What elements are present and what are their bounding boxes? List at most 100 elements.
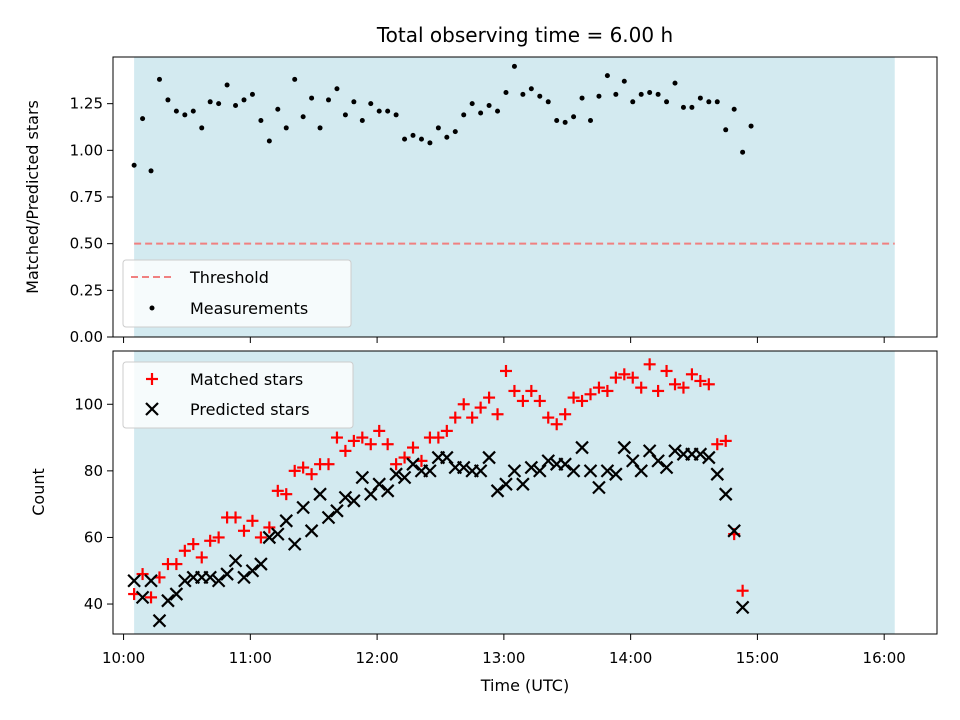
measurement-point [748, 123, 754, 129]
matched-star-point [474, 401, 487, 414]
matched-star-point [237, 524, 250, 537]
measurement-point [427, 140, 433, 146]
bottom-y-axis-label: Count [29, 468, 48, 516]
predicted-star-point [347, 494, 361, 508]
predicted-star-point [482, 450, 496, 465]
measurement-point [664, 99, 670, 105]
matched-star-point [719, 434, 732, 447]
measurement-point [630, 99, 636, 105]
predicted-star-point [271, 527, 285, 541]
measurement-point [326, 97, 332, 103]
matched-star-point [288, 464, 301, 477]
measurement-point [309, 95, 315, 101]
measurement-point [672, 80, 678, 86]
predicted-star-point [397, 470, 412, 485]
x-tick-label: 14:00 [609, 649, 652, 667]
matched-star-point [271, 484, 284, 497]
measurement-point [131, 162, 137, 168]
predicted-star-point [287, 537, 302, 551]
measurement-point [275, 106, 281, 112]
matched-star-point [466, 411, 479, 424]
measurement-point [156, 76, 162, 82]
matched-star-point [145, 591, 158, 604]
measurement-point [258, 117, 264, 123]
matched-star-point [229, 511, 242, 524]
predicted-star-point [203, 570, 217, 585]
measurement-point [731, 106, 737, 112]
matched-star-point [187, 538, 200, 551]
matched-star-point [356, 431, 369, 444]
matched-star-point [322, 458, 335, 471]
threshold-legend-label: Threshold [189, 268, 269, 287]
predicted-stars-series [127, 440, 750, 628]
measurement-point [452, 129, 458, 135]
measurement-point [376, 108, 382, 114]
predicted-star-point [355, 470, 370, 485]
predicted-star-point [279, 514, 294, 528]
bottom-legend-box [122, 361, 354, 429]
bottom-axes-frame [112, 350, 938, 635]
measurement-point [241, 97, 247, 103]
bottom-y-tick-label: 80 [84, 462, 103, 480]
top-y-ticks: 0.00 0.25 0.50 0.75 1.00 1.25 [70, 95, 113, 346]
measurement-point [190, 108, 196, 114]
matched-star-point [618, 368, 631, 381]
predicted-star-point [634, 464, 648, 478]
predicted-star-point [254, 557, 268, 571]
measurement-point [714, 99, 720, 105]
predicted-star-point [380, 484, 395, 498]
predicted-star-point [668, 444, 682, 458]
matched-star-point [516, 394, 529, 407]
matched-star-point [390, 458, 403, 471]
matched-stars-series [128, 358, 749, 604]
predicted-legend-label: Predicted stars [190, 400, 310, 419]
predicted-star-point [558, 457, 572, 471]
measurement-point [266, 138, 272, 144]
top-y-tick-label: 0.75 [70, 188, 103, 206]
matched-legend-swatch [146, 373, 158, 385]
measurement-point [342, 112, 348, 118]
measurement-point [334, 86, 340, 92]
matched-star-point [407, 441, 420, 454]
measurement-point [444, 134, 450, 140]
top-y-tick-label: 0.25 [70, 281, 103, 299]
measurement-point [300, 114, 306, 120]
predicted-star-point [296, 500, 310, 515]
predicted-star-point [237, 570, 251, 585]
matched-star-point [440, 424, 453, 437]
predicted-star-point [144, 573, 158, 588]
predicted-star-point [127, 573, 141, 588]
matched-star-point [584, 388, 597, 401]
matched-star-point [305, 468, 318, 481]
measurement-point [351, 99, 357, 105]
matched-star-point [491, 408, 504, 421]
predicted-star-point [473, 464, 488, 478]
predicted-star-point [372, 477, 386, 491]
matched-star-point [195, 551, 208, 564]
matched-star-point [499, 364, 512, 377]
x-tick-label: 10:00 [102, 649, 145, 667]
measurement-point [461, 112, 467, 118]
bottom-y-tick-label: 40 [84, 595, 103, 613]
predicted-star-point [507, 464, 522, 478]
matched-star-point [373, 424, 386, 437]
matched-star-point [280, 488, 293, 501]
measurement-point [233, 103, 239, 109]
measurement-point [317, 125, 323, 131]
top-y-tick-label: 0.50 [70, 235, 103, 253]
top-legend: Threshold Measurements [122, 259, 352, 328]
matched-star-point [736, 584, 749, 597]
measurement-point [604, 73, 610, 79]
measurement-point [554, 117, 560, 123]
matched-star-point [559, 408, 572, 421]
measurement-point [148, 168, 154, 174]
matched-legend-label: Matched stars [190, 370, 303, 389]
measurements-legend-swatch [149, 305, 155, 311]
measurement-point [723, 127, 729, 133]
predicted-star-point [161, 593, 175, 608]
predicted-star-point [262, 530, 277, 545]
measurement-point [359, 117, 365, 123]
matched-star-point [347, 434, 360, 447]
matched-star-point [483, 391, 496, 404]
